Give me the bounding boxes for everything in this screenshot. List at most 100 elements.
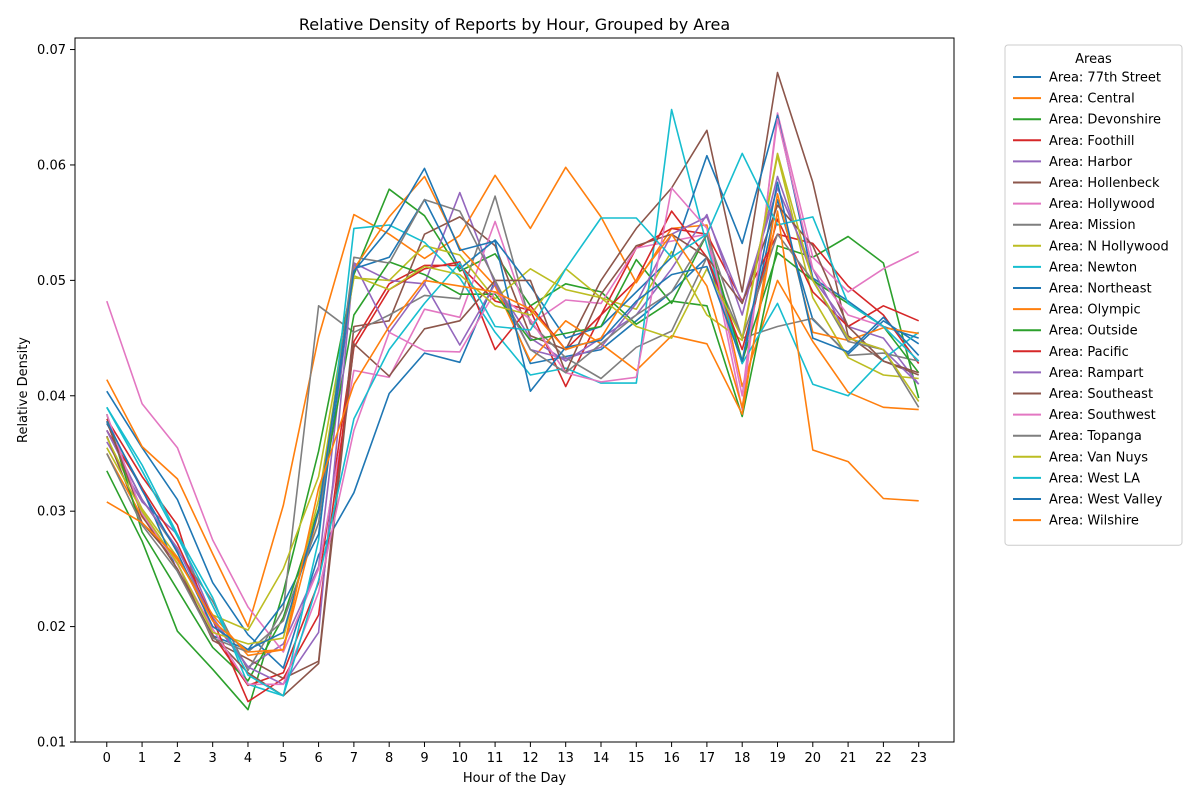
- legend-label: Area: Pacific: [1049, 345, 1129, 360]
- legend-item-foothill: Area: Foothill: [1013, 134, 1135, 149]
- legend-item-outside: Area: Outside: [1013, 324, 1138, 339]
- series-line-harbor: [106, 175, 920, 668]
- legend-label: Area: Devonshire: [1049, 113, 1161, 128]
- x-tick-label: 1: [138, 751, 146, 766]
- legend-item-van-nuys: Area: Van Nuys: [1013, 450, 1148, 465]
- x-axis-label: Hour of the Day: [463, 771, 567, 786]
- legend-label: Area: Harbor: [1049, 155, 1133, 170]
- legend-label: Area: West Valley: [1049, 493, 1163, 508]
- legend-item-newton: Area: Newton: [1013, 260, 1137, 275]
- x-tick-label: 21: [840, 751, 857, 766]
- series-line-n-hollywood: [106, 154, 919, 631]
- legend-label: Area: Hollywood: [1049, 197, 1155, 212]
- x-tick-label: 14: [593, 751, 610, 766]
- x-tick-label: 15: [628, 751, 645, 766]
- legend-item-olympic: Area: Olympic: [1013, 303, 1141, 318]
- x-tick-label: 16: [663, 751, 680, 766]
- legend-label: Area: Outside: [1049, 324, 1138, 339]
- series-line-southwest: [106, 118, 920, 686]
- x-tick-label: 11: [487, 751, 504, 766]
- y-tick-label: 0.06: [37, 158, 66, 173]
- legend-label: Area: West LA: [1049, 471, 1140, 486]
- legend-label: Area: Mission: [1049, 218, 1136, 233]
- x-tick-label: 8: [385, 751, 393, 766]
- legend-label: Area: Foothill: [1049, 134, 1135, 149]
- legend-item-77th-street: Area: 77th Street: [1013, 71, 1161, 86]
- legend-item-central: Area: Central: [1013, 92, 1135, 107]
- x-tick-label: 6: [314, 751, 322, 766]
- x-axis: 0 1 2 3 4 5 6 7 8 9 10 11 12 13 14 15 16 17 18 19 20 21 22 23: [103, 742, 927, 766]
- x-tick-label: 4: [244, 751, 252, 766]
- x-tick-label: 7: [350, 751, 358, 766]
- chart-title: Relative Density of Reports by Hour, Gro…: [299, 15, 730, 34]
- y-tick-label: 0.04: [37, 389, 66, 404]
- legend-item-n-hollywood: Area: N Hollywood: [1013, 239, 1169, 254]
- y-tick-label: 0.03: [37, 505, 66, 520]
- legend-box: [1004, 44, 1183, 546]
- legend-item-harbor: Area: Harbor: [1013, 155, 1133, 170]
- legend-item-wilshire: Area: Wilshire: [1013, 514, 1139, 529]
- x-tick-label: 5: [279, 751, 287, 766]
- x-tick-label: 23: [910, 751, 927, 766]
- legend-item-pacific: Area: Pacific: [1013, 345, 1129, 360]
- x-tick-label: 13: [557, 751, 574, 766]
- x-tick-label: 0: [103, 751, 111, 766]
- legend-label: Area: Southeast: [1049, 387, 1153, 402]
- legend-item-hollywood: Area: Hollywood: [1013, 197, 1155, 212]
- x-tick-label: 19: [769, 751, 786, 766]
- legend-label: Area: Olympic: [1049, 303, 1141, 318]
- legend-label: Area: Hollenbeck: [1049, 176, 1160, 191]
- series-line-newton: [106, 108, 920, 697]
- legend-item-topanga: Area: Topanga: [1013, 429, 1142, 444]
- series-line-hollenbeck: [106, 71, 919, 680]
- series-line-west-la: [106, 152, 920, 697]
- legend-title: Areas: [1075, 52, 1112, 67]
- x-tick-label: 10: [452, 751, 469, 766]
- legend-label: Area: 77th Street: [1049, 71, 1161, 86]
- y-axis-label: Relative Density: [16, 337, 31, 443]
- x-tick-label: 18: [734, 751, 751, 766]
- y-tick-label: 0.01: [37, 736, 66, 751]
- legend-label: Area: Van Nuys: [1049, 450, 1148, 465]
- legend-item-rampart: Area: Rampart: [1013, 366, 1143, 381]
- legend: Areas Area: 77th Street Area: Central Area…: [1004, 44, 1183, 546]
- series-line-west-valley: [106, 167, 920, 651]
- series-line-olympic: [106, 175, 919, 657]
- plot-frame: [74, 37, 955, 743]
- series-line-southeast: [106, 204, 919, 697]
- legend-item-hollenbeck: Area: Hollenbeck: [1013, 176, 1160, 191]
- legend-item-devonshire: Area: Devonshire: [1013, 113, 1161, 128]
- series-line-central: [106, 166, 919, 628]
- y-tick-label: 0.02: [37, 620, 66, 635]
- y-axis: 0.01 0.02 0.03 0.04 0.05 0.06 0.07: [37, 43, 75, 751]
- x-tick-label: 17: [699, 751, 716, 766]
- legend-item-southwest: Area: Southwest: [1013, 408, 1156, 423]
- legend-label: Area: Northeast: [1049, 282, 1152, 297]
- legend-label: Area: Southwest: [1049, 408, 1156, 423]
- x-tick-label: 22: [875, 751, 892, 766]
- x-tick-label: 12: [522, 751, 539, 766]
- x-tick-label: 2: [173, 751, 181, 766]
- legend-label: Area: Newton: [1049, 260, 1137, 275]
- legend-item-southeast: Area: Southeast: [1013, 387, 1153, 402]
- legend-label: Area: Rampart: [1049, 366, 1143, 381]
- plot-area: [106, 71, 920, 711]
- x-tick-label: 20: [805, 751, 822, 766]
- legend-label: Area: Topanga: [1049, 429, 1142, 444]
- legend-label: Area: N Hollywood: [1049, 239, 1169, 254]
- x-tick-label: 9: [420, 751, 428, 766]
- y-tick-label: 0.07: [37, 43, 66, 58]
- series-line-wilshire: [106, 210, 919, 653]
- legend-label: Area: Wilshire: [1049, 514, 1139, 529]
- legend-label: Area: Central: [1049, 92, 1135, 107]
- legend-item-west-valley: Area: West Valley: [1013, 493, 1163, 508]
- legend-item-mission: Area: Mission: [1013, 218, 1136, 233]
- legend-item-northeast: Area: Northeast: [1013, 282, 1152, 297]
- series-line-foothill: [106, 227, 920, 687]
- series-line-hollywood: [106, 112, 920, 653]
- series-line-van-nuys: [106, 152, 920, 645]
- x-tick-label: 3: [209, 751, 217, 766]
- y-tick-label: 0.05: [37, 274, 66, 289]
- legend-item-west-la: Area: West LA: [1013, 471, 1140, 486]
